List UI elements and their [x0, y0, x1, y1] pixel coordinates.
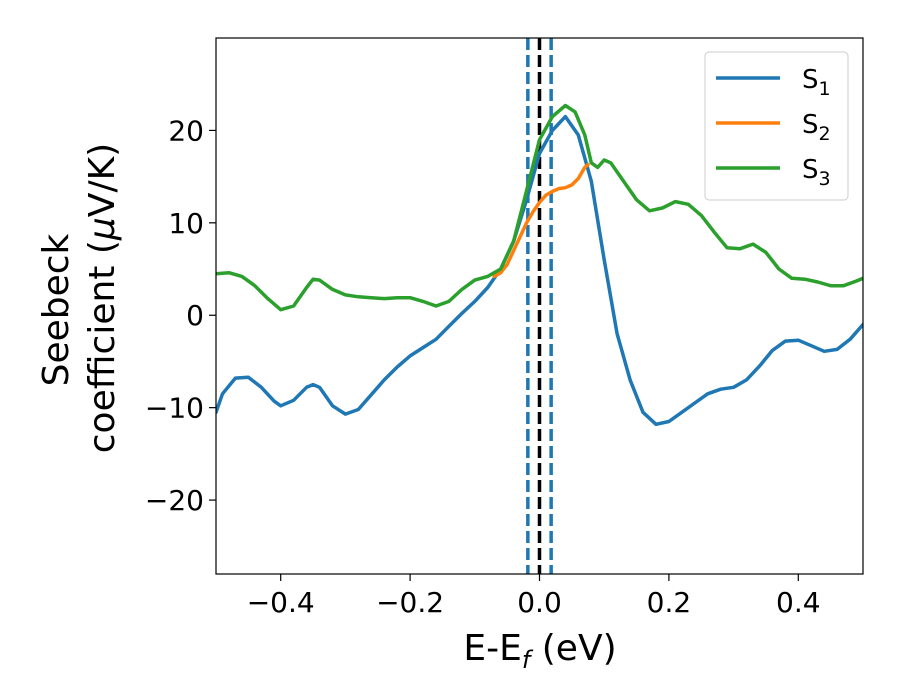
y-tick-label: 10 — [168, 207, 204, 240]
y-tick-label: −20 — [145, 484, 204, 517]
y-tick-label: 20 — [168, 114, 204, 147]
legend-label-3: S3 — [802, 155, 831, 190]
x-tick-label: 0.2 — [647, 586, 692, 619]
y-tick-label: −10 — [145, 392, 204, 425]
series-line-2 — [492, 162, 590, 279]
legend-frame — [704, 51, 849, 201]
y-axis: −20 −10 0 10 20 — [145, 114, 216, 517]
legend-label-name: S — [802, 155, 819, 185]
legend-label-subscript: 2 — [819, 123, 831, 145]
series-line-3 — [216, 103, 863, 312]
y-axis-label: Seebeck coefficient (μV/K) — [36, 143, 123, 453]
series-line-1 — [216, 114, 863, 427]
legend-label-name: S — [802, 65, 819, 95]
legend-label-subscript: 3 — [819, 168, 831, 190]
y-axis-label-line1: Seebeck — [36, 233, 77, 386]
x-axis-label-main: E-E — [463, 628, 521, 669]
x-tick-label: 0.0 — [517, 586, 562, 619]
x-tick-label: −0.2 — [376, 586, 444, 619]
x-axis-label: E-Ef (eV) — [463, 628, 616, 674]
y-axis-label-unit: V/K) — [82, 143, 123, 217]
vertical-reference-lines — [526, 38, 553, 574]
x-tick-label: −0.4 — [247, 586, 315, 619]
series-lines — [216, 103, 863, 427]
y-axis-label-line2: coefficient (μV/K) — [82, 143, 123, 453]
x-axis: −0.4 −0.2 0.0 0.2 0.4 — [247, 574, 821, 619]
y-tick-label: 0 — [186, 299, 204, 332]
y-axis-label-prefix: coefficient ( — [82, 240, 123, 453]
x-tick-label: 0.4 — [776, 586, 821, 619]
legend-label-subscript: 1 — [819, 78, 831, 100]
legend-label-name: S — [802, 110, 819, 140]
y-axis-label-mu: μ — [82, 217, 123, 241]
legend-label-2: S2 — [802, 110, 831, 145]
legend-label-1: S1 — [802, 65, 831, 100]
x-axis-label-unit: (eV) — [530, 628, 616, 669]
